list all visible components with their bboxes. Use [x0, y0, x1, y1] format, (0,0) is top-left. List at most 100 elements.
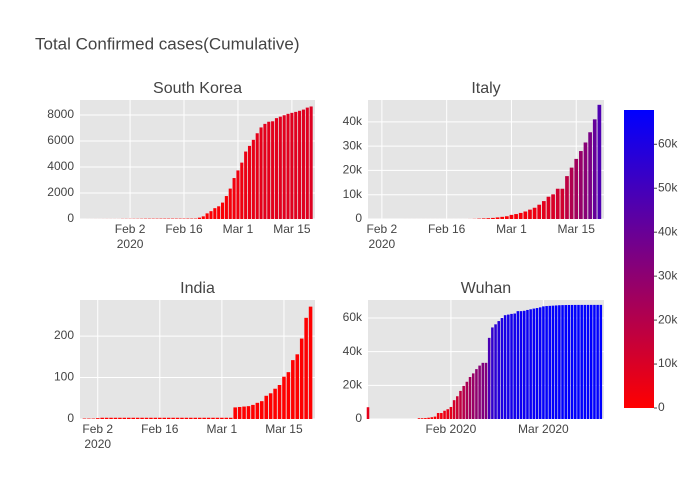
bar [255, 133, 259, 219]
bar [251, 139, 255, 219]
bar [211, 417, 215, 419]
bar [308, 306, 313, 419]
subplot-title: Italy [471, 80, 500, 97]
bar [217, 206, 221, 219]
bar [593, 304, 596, 419]
bar [596, 304, 599, 419]
bar [555, 188, 560, 219]
bar [583, 304, 587, 419]
colorbar-tick-label: 50k [658, 180, 678, 194]
bar [259, 127, 263, 219]
bar [487, 337, 491, 419]
y-tick-label: 200 [54, 328, 74, 342]
bar [599, 304, 603, 419]
bar [202, 417, 206, 419]
bar [427, 417, 430, 419]
bar [519, 311, 523, 419]
bar [158, 417, 162, 419]
bar [273, 388, 277, 419]
bar [554, 305, 558, 419]
bar [153, 417, 158, 419]
bar [468, 376, 472, 419]
x-tick-label: Mar 2020 [518, 422, 569, 436]
bar [551, 194, 555, 219]
bar [484, 362, 488, 419]
bar [109, 417, 113, 419]
bar [189, 417, 193, 419]
bar [516, 311, 520, 419]
bar [597, 104, 602, 219]
bar [504, 216, 509, 219]
bar [282, 376, 286, 419]
bar [443, 410, 446, 419]
bar [491, 327, 494, 419]
y-tick-label: 0 [355, 411, 362, 425]
bar [180, 417, 184, 419]
bar [260, 401, 264, 419]
bar [462, 385, 465, 419]
bar [564, 305, 568, 419]
bar [240, 162, 244, 219]
colorbar-tick-label: 10k [658, 356, 678, 370]
bar [579, 151, 583, 219]
bar [286, 372, 291, 419]
bar [523, 211, 528, 219]
bar [430, 417, 434, 419]
bar [577, 304, 580, 419]
bar [247, 145, 252, 219]
bar [522, 310, 526, 419]
bar [449, 406, 453, 419]
x-tick-label: Mar 15 [265, 422, 303, 436]
bar [149, 417, 153, 419]
bar [532, 308, 536, 419]
bar [513, 313, 516, 419]
bar [144, 417, 149, 419]
x-tick-label: Mar 1 [496, 222, 527, 236]
colorbar-tick-label: 40k [658, 224, 678, 238]
bar [131, 417, 135, 419]
bar [481, 362, 485, 419]
bars [366, 304, 603, 419]
bar [495, 217, 500, 219]
bar [274, 118, 279, 219]
bar [209, 211, 213, 219]
bar [529, 309, 532, 419]
bar [255, 402, 260, 419]
bar [228, 417, 233, 419]
y-tick-label: 40k [343, 114, 363, 128]
bar [298, 110, 302, 219]
bar [201, 216, 205, 219]
bar [295, 354, 300, 419]
bar [446, 409, 450, 419]
y-tick-label: 40k [343, 344, 363, 358]
bar [509, 214, 514, 219]
bar [162, 417, 167, 419]
bar [224, 417, 229, 419]
subplot-title: Wuhan [461, 280, 511, 297]
bar [244, 151, 248, 219]
bar [299, 338, 304, 419]
bar [586, 304, 590, 419]
bar [528, 209, 532, 219]
bar [567, 304, 571, 419]
bar [184, 417, 189, 419]
bar [494, 324, 497, 419]
colorbar-tick-label: 0 [658, 400, 665, 414]
bar [140, 417, 144, 419]
y-tick-label: 20k [343, 378, 363, 392]
bar [305, 107, 309, 219]
bar [417, 418, 421, 419]
bar [537, 204, 542, 219]
bar [486, 218, 491, 219]
bar [206, 417, 211, 419]
bar [574, 158, 579, 219]
y-tick-label: 4000 [47, 159, 74, 173]
bars [86, 106, 313, 219]
bar [538, 307, 542, 419]
bar [242, 406, 246, 419]
bar [574, 304, 577, 419]
bar [278, 116, 282, 219]
y-tick-label: 0 [355, 211, 362, 225]
bar [532, 207, 537, 219]
